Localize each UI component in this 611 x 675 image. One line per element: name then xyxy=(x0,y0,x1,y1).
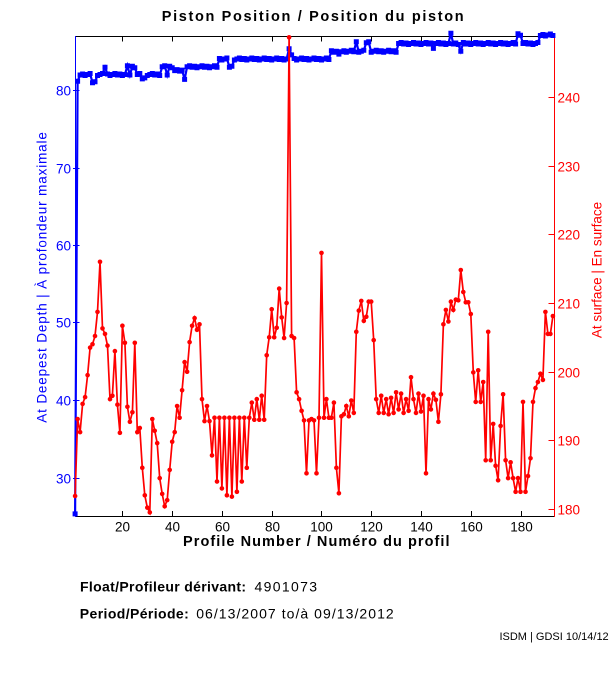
svg-text:80: 80 xyxy=(265,520,280,535)
svg-text:100: 100 xyxy=(310,520,333,535)
svg-text:Float/Profileur dérivant:: Float/Profileur dérivant: xyxy=(80,579,246,595)
svg-text:210: 210 xyxy=(558,296,581,311)
svg-text:180: 180 xyxy=(510,520,533,535)
svg-text:At Deepest Depth | À profondeu: At Deepest Depth | À profondeur maximale xyxy=(35,131,50,423)
svg-text:160: 160 xyxy=(460,520,483,535)
svg-text:220: 220 xyxy=(558,227,581,242)
svg-text:Piston Position / Position du: Piston Position / Position du piston xyxy=(162,9,465,25)
svg-text:70: 70 xyxy=(56,161,71,176)
svg-text:40: 40 xyxy=(56,393,71,408)
svg-text:30: 30 xyxy=(56,471,71,486)
svg-text:180: 180 xyxy=(558,502,581,517)
svg-text:Profile Number / Numéro du pro: Profile Number / Numéro du profil xyxy=(183,534,450,550)
svg-text:4901073: 4901073 xyxy=(255,579,319,595)
svg-text:Period/Période:: Period/Période: xyxy=(80,605,189,621)
svg-text:120: 120 xyxy=(360,520,383,535)
svg-text:190: 190 xyxy=(558,433,581,448)
svg-text:230: 230 xyxy=(558,159,581,174)
svg-text:240: 240 xyxy=(558,90,581,105)
svg-text:60: 60 xyxy=(56,238,71,253)
svg-text:60: 60 xyxy=(215,520,230,535)
svg-text:At surface | En surface: At surface | En surface xyxy=(590,202,605,338)
svg-text:40: 40 xyxy=(165,520,180,535)
svg-text:ISDM | GDSI 10/14/12: ISDM | GDSI 10/14/12 xyxy=(499,631,608,643)
svg-text:06/13/2007 to/à 09/13/2012: 06/13/2007 to/à 09/13/2012 xyxy=(196,605,395,621)
svg-text:80: 80 xyxy=(56,83,71,98)
svg-text:20: 20 xyxy=(115,520,130,535)
svg-text:140: 140 xyxy=(410,520,433,535)
svg-text:50: 50 xyxy=(56,315,71,330)
svg-text:200: 200 xyxy=(558,365,581,380)
